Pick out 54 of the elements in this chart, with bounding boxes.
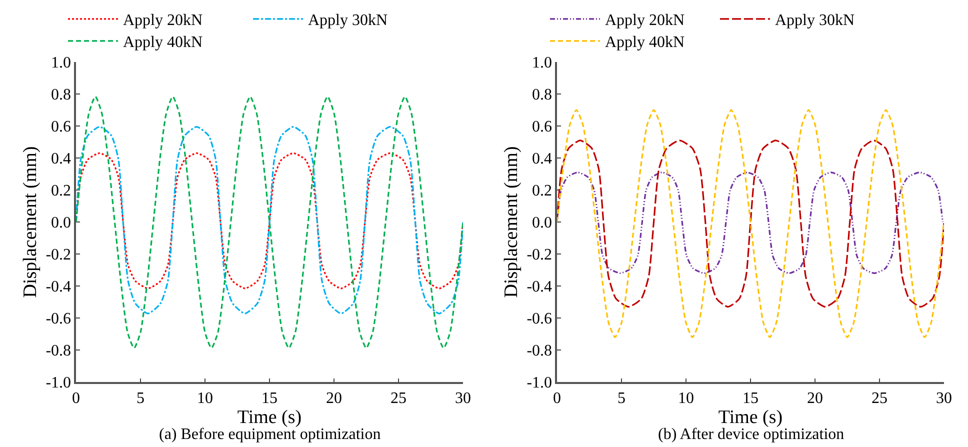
y-tick-label: 1.0: [532, 54, 552, 72]
y-tick-label: 0.0: [532, 214, 552, 232]
line-series: [76, 152, 463, 290]
y-tick-label: -0.6: [526, 310, 552, 328]
legend-label: Apply 30kN: [308, 12, 388, 30]
x-tick-label: 15: [742, 390, 758, 407]
legend-label: Apply 20kN: [605, 12, 685, 30]
x-tick-label: 5: [136, 390, 144, 407]
legend-label: Apply 40kN: [605, 34, 685, 52]
x-tick-label: 5: [618, 390, 626, 407]
line-series: [557, 172, 944, 274]
x-tick-label: 10: [678, 390, 694, 407]
y-tick-label: -0.2: [46, 246, 72, 264]
x-tick-label: 0: [553, 390, 561, 407]
text: (b) After device optimization: [658, 426, 844, 443]
line-series: [76, 126, 463, 314]
x-tick-label: 25: [872, 390, 888, 407]
y-tick-label: -1.0: [46, 374, 72, 392]
x-tick-label: 30: [455, 390, 471, 407]
y-tick-label: -0.2: [526, 246, 552, 264]
y-tick-label: 0.2: [51, 182, 72, 200]
line-series: [557, 109, 944, 338]
y-tick-label: -0.6: [46, 310, 72, 328]
y-tick-label: 0.6: [532, 118, 552, 136]
legend-label: Apply 40kN: [123, 34, 203, 52]
text: (a) Before equipment optimization: [159, 426, 381, 443]
x-axis-title: Time (s): [718, 406, 783, 428]
y-tick-label: 0.4: [51, 150, 72, 168]
y-tick-label: 0.2: [532, 182, 552, 200]
x-tick-label: 25: [390, 390, 406, 407]
line-series: [557, 140, 944, 308]
x-axis-title: Time (s): [237, 406, 302, 428]
y-tick-label: 0.0: [51, 214, 72, 232]
y-axis-title: Displacement (mm): [20, 146, 42, 298]
x-tick-label: 30: [936, 390, 952, 407]
y-tick-label: -0.4: [46, 278, 72, 296]
x-tick-label: 15: [262, 390, 278, 407]
y-tick-label: 0.6: [51, 118, 72, 136]
y-tick-label: 0.4: [532, 150, 552, 168]
y-tick-label: -0.8: [46, 342, 72, 360]
legend-label: Apply 30kN: [775, 12, 855, 30]
x-tick-label: 20: [326, 390, 342, 407]
y-tick-label: 0.8: [532, 86, 552, 104]
x-tick-label: 20: [807, 390, 823, 407]
y-tick-label: 0.8: [51, 86, 72, 104]
line-series: [76, 96, 463, 349]
y-tick-label: -1.0: [526, 374, 552, 392]
y-axis-title: Displacement (mm): [501, 146, 522, 298]
x-tick-label: 0: [72, 390, 80, 407]
y-tick-label: -0.4: [526, 278, 552, 296]
y-tick-label: 1.0: [51, 54, 72, 72]
x-tick-label: 10: [197, 390, 213, 407]
y-tick-label: -0.8: [526, 342, 552, 360]
legend-label: Apply 20kN: [123, 12, 203, 30]
